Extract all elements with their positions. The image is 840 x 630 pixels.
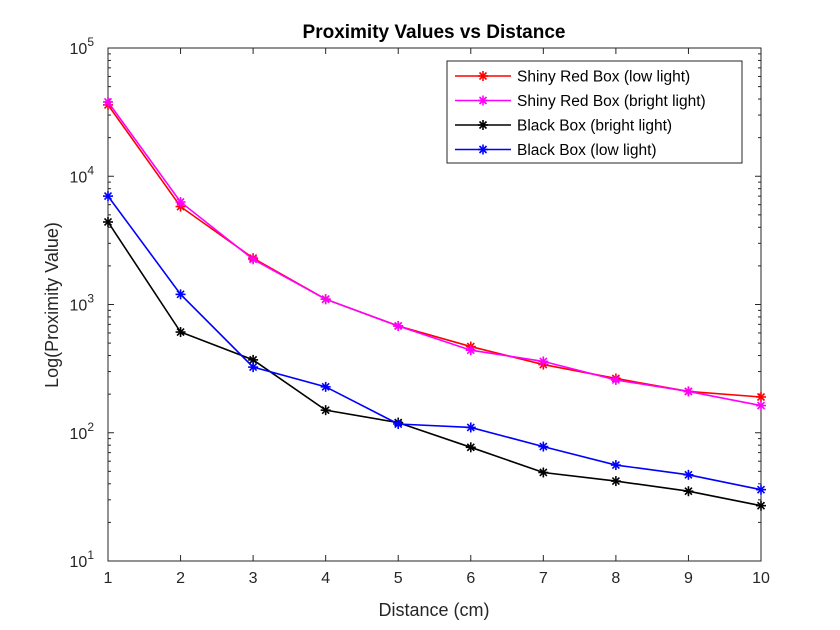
y-tick-label: 102 xyxy=(70,420,95,443)
data-point xyxy=(103,96,113,107)
data-point xyxy=(175,196,186,207)
data-point xyxy=(610,476,621,487)
data-point xyxy=(103,191,113,202)
legend-label: Shiny Red Box (bright light) xyxy=(517,93,706,110)
y-tick-exponent: 4 xyxy=(87,163,94,177)
y-tick-exponent: 3 xyxy=(87,292,94,306)
series-4 xyxy=(103,191,766,495)
data-point xyxy=(103,216,113,227)
data-point xyxy=(320,405,331,416)
y-tick-base: 10 xyxy=(70,426,88,443)
x-tick-label: 2 xyxy=(176,570,185,587)
x-tick-label: 3 xyxy=(249,570,258,587)
x-tick-label: 1 xyxy=(104,570,113,587)
x-tick-label: 8 xyxy=(611,570,620,587)
y-tick-label: 104 xyxy=(70,163,95,186)
legend-item: Shiny Red Box (low light) xyxy=(455,69,690,86)
y-tick-label: 101 xyxy=(70,548,95,571)
y-tick-base: 10 xyxy=(70,169,88,186)
data-point xyxy=(393,320,404,331)
y-tick-base: 10 xyxy=(70,41,88,58)
data-point xyxy=(683,469,694,480)
legend-label: Shiny Red Box (low light) xyxy=(517,69,690,86)
data-point xyxy=(756,484,766,495)
legend-item: Shiny Red Box (bright light) xyxy=(455,93,706,110)
series-2 xyxy=(103,96,766,411)
y-tick-exponent: 2 xyxy=(87,420,94,434)
x-tick-label: 9 xyxy=(684,570,693,587)
data-point xyxy=(465,442,476,453)
y-axis-title: Log(Proximity Value) xyxy=(42,222,62,388)
y-tick-exponent: 5 xyxy=(87,35,94,49)
data-point xyxy=(393,419,404,430)
data-point xyxy=(538,441,549,452)
data-point xyxy=(465,345,476,356)
data-point xyxy=(683,386,694,397)
legend-item: Black Box (low light) xyxy=(455,142,657,159)
x-ticks: 1 2 3 4 5 6 7 8 9 10 xyxy=(104,48,770,587)
data-point xyxy=(756,400,766,411)
series-line xyxy=(107,101,762,407)
x-axis-title: Distance (cm) xyxy=(378,600,489,620)
series-layer xyxy=(103,96,766,511)
y-tick-label: 103 xyxy=(70,292,95,315)
data-point xyxy=(175,327,186,338)
legend-label: Black Box (low light) xyxy=(517,142,657,159)
data-point xyxy=(248,362,259,373)
legend-marker-icon xyxy=(478,95,488,106)
data-point xyxy=(538,356,549,367)
legend-marker-icon xyxy=(478,144,488,155)
x-tick-label: 5 xyxy=(394,570,403,587)
legend-marker-icon xyxy=(478,120,488,130)
y-tick-base: 10 xyxy=(70,554,88,571)
series-line xyxy=(107,221,762,507)
legend-marker-icon xyxy=(478,71,488,81)
data-point xyxy=(756,391,766,402)
data-point xyxy=(320,381,331,392)
x-tick-label: 7 xyxy=(539,570,548,587)
y-tick-label: 105 xyxy=(70,35,95,58)
x-tick-label: 4 xyxy=(321,570,330,587)
x-tick-label: 10 xyxy=(752,570,770,587)
legend-item: Black Box (bright light) xyxy=(455,118,672,135)
data-point xyxy=(175,289,186,300)
series-line xyxy=(107,195,762,491)
legend: Shiny Red Box (low light) Shiny Red Box (… xyxy=(446,60,743,164)
data-point xyxy=(683,486,694,497)
chart-title: Proximity Values vs Distance xyxy=(303,22,566,43)
x-tick-label: 6 xyxy=(466,570,475,587)
data-point xyxy=(756,500,766,511)
data-point xyxy=(248,254,259,265)
y-tick-exponent: 1 xyxy=(87,548,94,562)
data-point xyxy=(465,422,476,433)
data-point xyxy=(610,460,621,471)
legend-label: Black Box (bright light) xyxy=(517,118,672,135)
data-point xyxy=(538,467,549,478)
data-point xyxy=(610,374,621,385)
y-tick-base: 10 xyxy=(70,298,88,315)
data-point xyxy=(320,294,331,305)
legend-box xyxy=(446,60,743,164)
